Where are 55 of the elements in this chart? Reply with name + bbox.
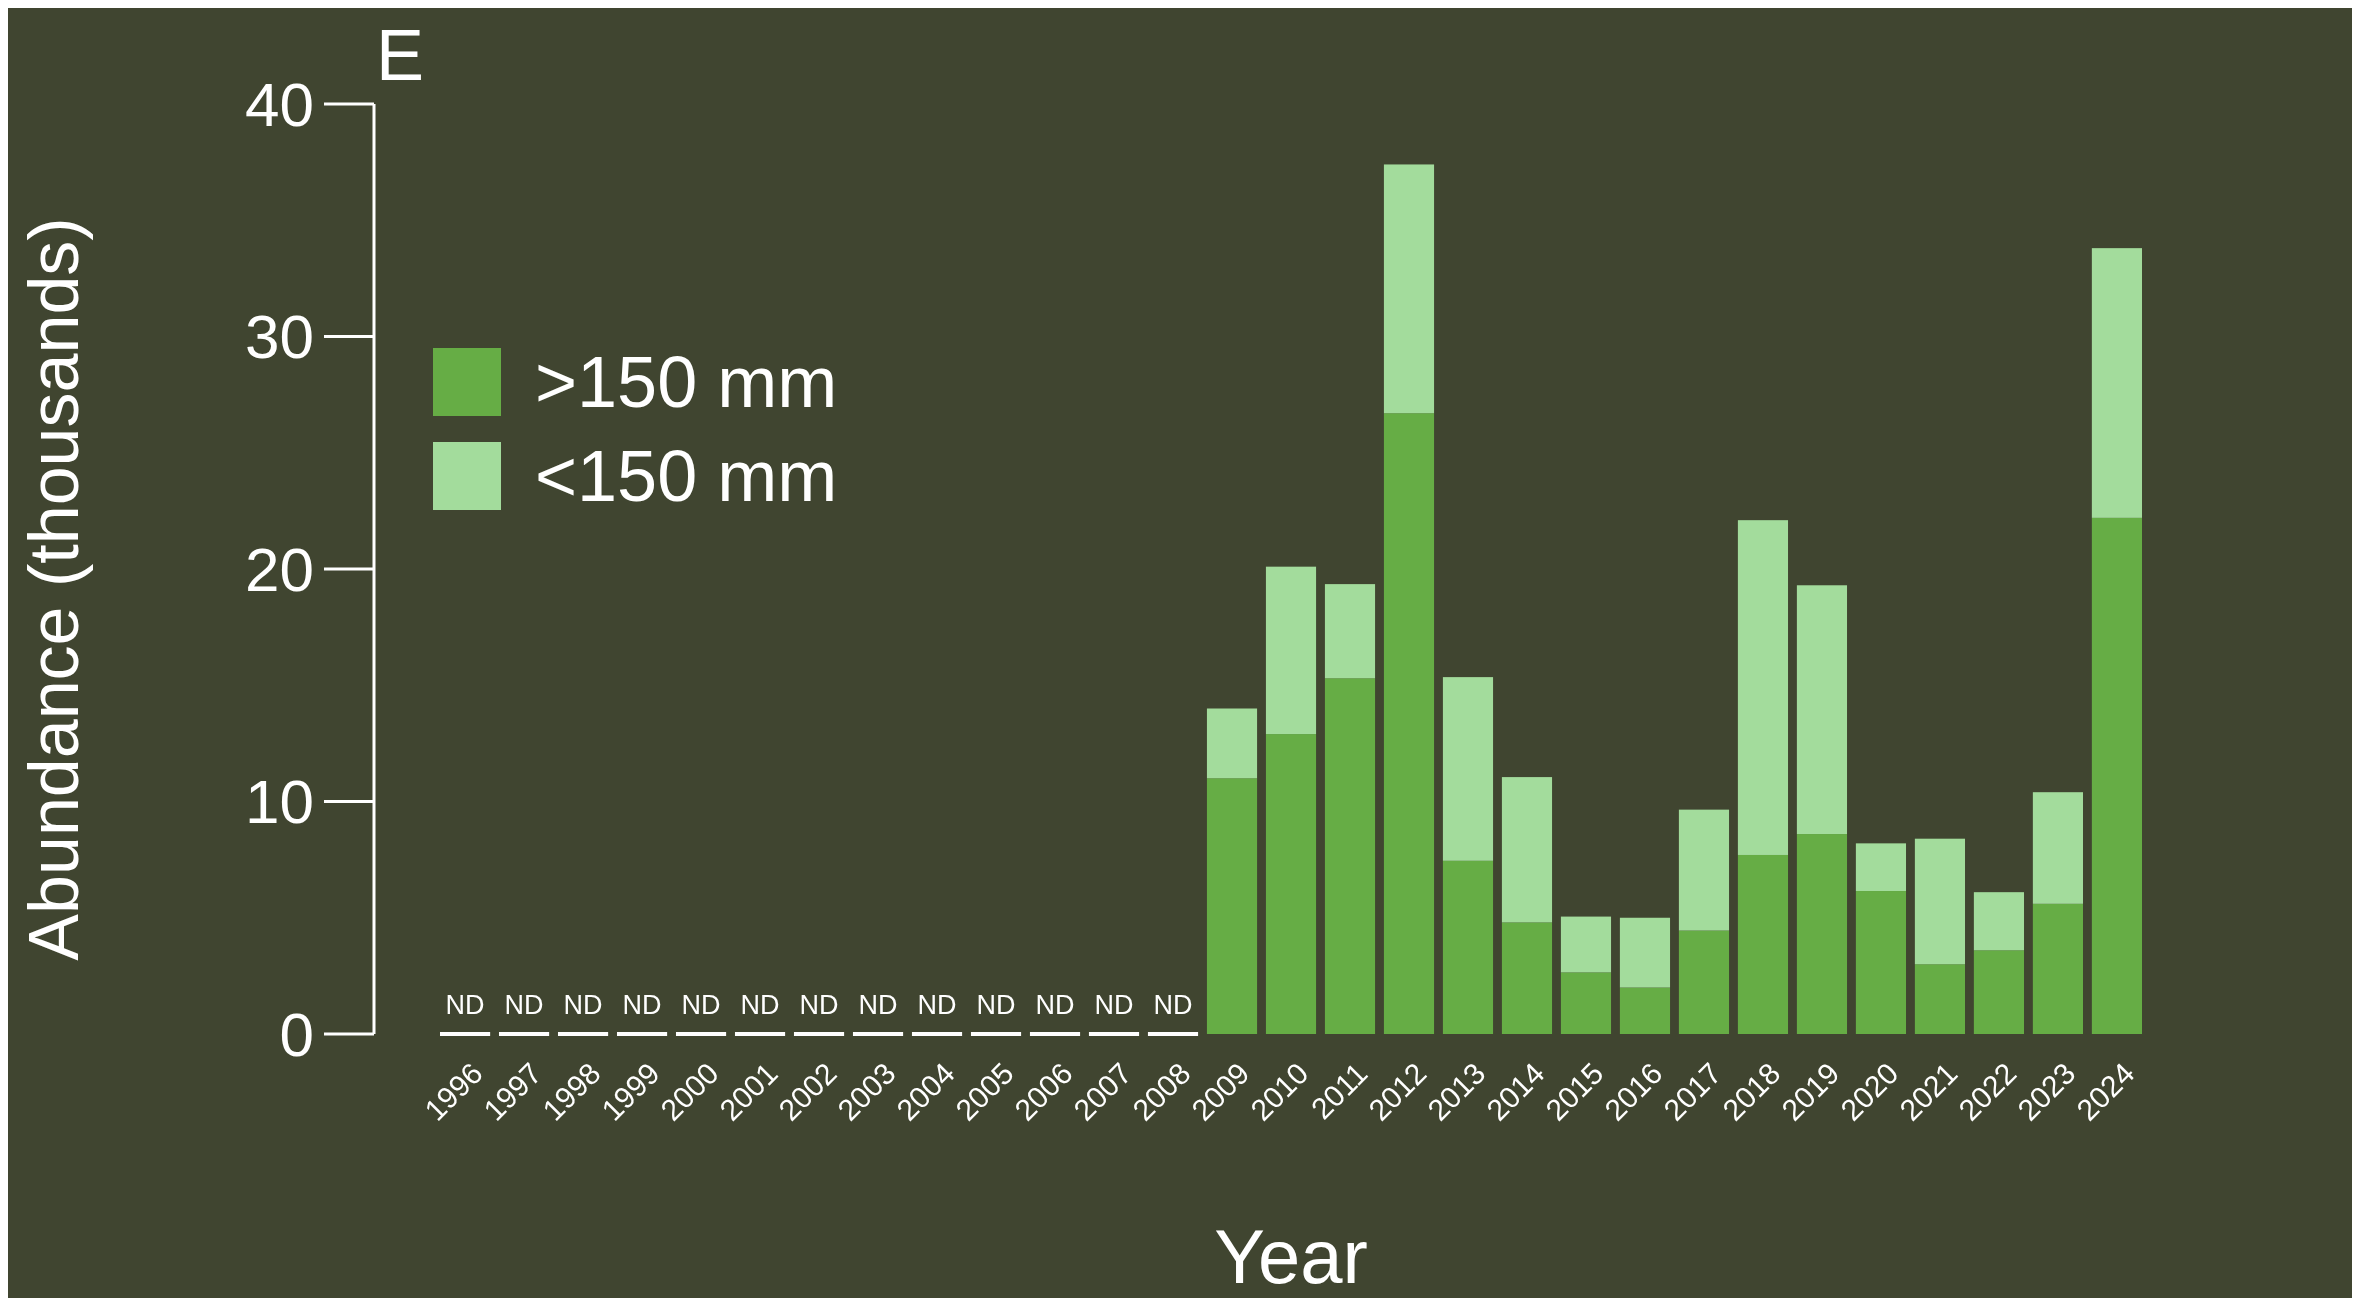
text: ND <box>917 990 957 1020</box>
bar <box>2032 792 2084 904</box>
bar <box>1855 843 1907 892</box>
bar <box>1560 972 1612 1034</box>
y-tick-label: 20 <box>245 534 314 604</box>
chart-title: E <box>376 15 425 95</box>
bar <box>1914 838 1966 965</box>
text: ND <box>858 990 898 1020</box>
y-tick-label: 40 <box>245 69 314 139</box>
y-tick-label: 10 <box>245 767 314 837</box>
bar <box>2032 903 2084 1034</box>
text: ND <box>622 990 662 1020</box>
y-tick-label: 0 <box>279 999 314 1069</box>
text: ND <box>563 990 603 1020</box>
y-axis-title: Abundance (thousands) <box>15 217 93 961</box>
text: ND <box>976 990 1016 1020</box>
text: ND <box>1035 990 1075 1020</box>
legend-label: >150 mm <box>535 342 838 423</box>
bar <box>1619 987 1671 1034</box>
bar <box>1265 566 1317 735</box>
bar <box>1324 678 1376 1034</box>
bar <box>1501 777 1553 923</box>
bar <box>2091 517 2142 1034</box>
bar <box>1796 585 1848 835</box>
bar <box>1442 677 1494 861</box>
bar <box>1737 520 1789 855</box>
bar <box>1973 950 2025 1034</box>
text: ND <box>681 990 721 1020</box>
bar <box>1973 892 2025 951</box>
text: ND <box>504 990 544 1020</box>
bar <box>1442 860 1494 1034</box>
bar <box>2091 248 2142 518</box>
legend-label: <150 mm <box>535 436 838 517</box>
bar <box>1619 917 1671 988</box>
x-axis-title: Year <box>1214 1214 1368 1299</box>
bar <box>1324 584 1376 679</box>
bar <box>1737 854 1789 1034</box>
bar <box>1501 922 1553 1034</box>
text: ND <box>445 990 485 1020</box>
bar <box>1383 164 1435 414</box>
text: ND <box>1153 990 1193 1020</box>
bar <box>1560 916 1612 973</box>
bar <box>1206 708 1258 779</box>
bar <box>1678 930 1730 1034</box>
bar <box>1206 778 1258 1034</box>
bar <box>1383 413 1435 1034</box>
bar <box>1678 809 1730 931</box>
text: ND <box>1094 990 1134 1020</box>
y-tick-label: 30 <box>245 302 314 372</box>
bar <box>1855 891 1907 1034</box>
bar <box>1796 834 1848 1034</box>
bar <box>1914 964 1966 1034</box>
text: ND <box>799 990 839 1020</box>
text: ND <box>740 990 780 1020</box>
bar <box>1265 734 1317 1034</box>
